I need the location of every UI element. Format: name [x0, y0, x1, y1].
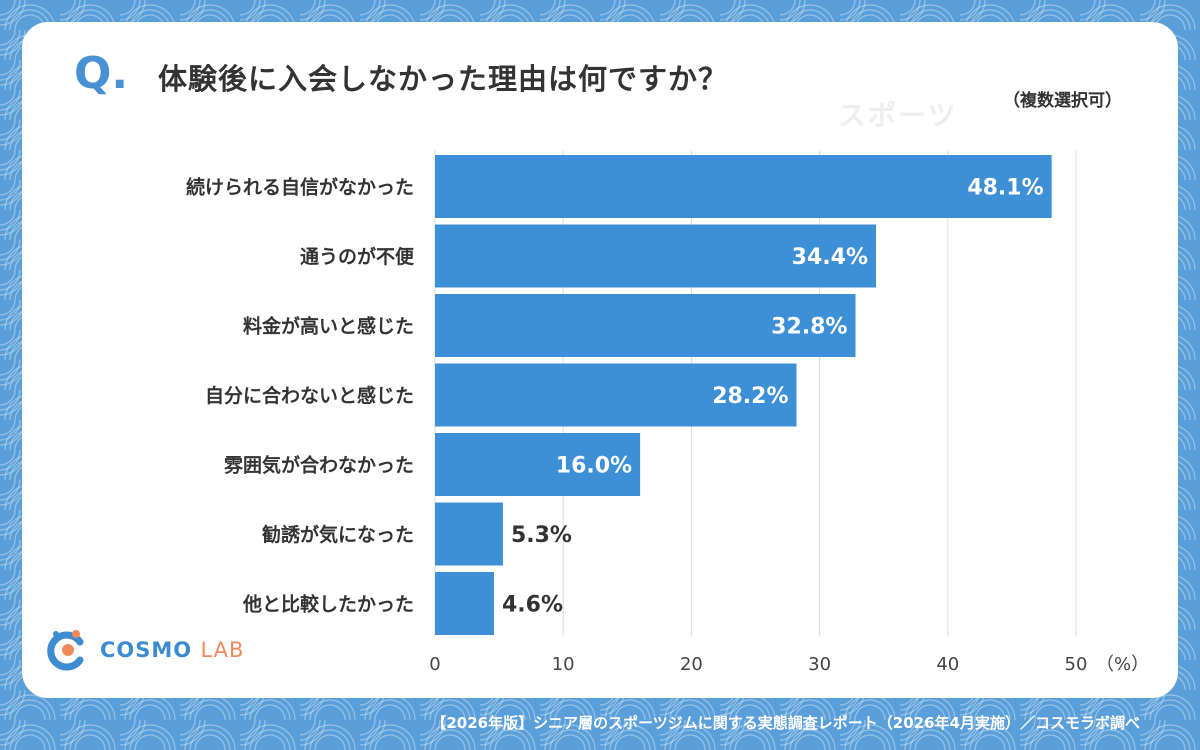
logo-name-main: COSMO	[100, 638, 193, 662]
category-label: 自分に合わないと感じた	[205, 384, 414, 407]
background-watermark: スポーツ	[838, 99, 958, 132]
value-label: 28.2%	[712, 384, 788, 409]
value-label: 34.4%	[792, 245, 868, 270]
category-label: 他と比較したかった	[242, 593, 414, 616]
category-labels: 続けられる自信がなかった通うのが不便料金が高いと感じた自分に合わないと感じた雰囲…	[186, 176, 415, 616]
category-label: 通うのが不便	[300, 245, 415, 268]
category-label: 料金が高いと感じた	[243, 315, 414, 338]
bar	[435, 572, 494, 635]
bar	[435, 294, 856, 357]
bar	[435, 155, 1052, 218]
bar	[435, 433, 641, 496]
bar	[435, 224, 877, 288]
chart-card	[22, 22, 1178, 698]
category-label: 続けられる自信がなかった	[186, 176, 414, 199]
chart-title: 体験後に入会しなかった理由は何ですか？	[158, 62, 729, 96]
x-tick-label: 20	[680, 654, 703, 675]
value-label: 48.1%	[967, 176, 1043, 201]
logo-icon	[47, 630, 84, 671]
bar	[435, 363, 797, 427]
x-tick-label: 30	[808, 654, 831, 675]
x-axis-ticks: 0 10 20 30 40 50 （%）	[429, 654, 1149, 675]
multiple-choice-note: （複数選択可）	[1003, 91, 1122, 111]
bar	[435, 502, 503, 566]
source-footer: 【2026年版】シニア層のスポーツジムに関する実態調査レポート（2026年4月実…	[431, 714, 1140, 732]
x-tick-label: 40	[936, 654, 959, 675]
x-tick-label: 50	[1065, 654, 1088, 675]
value-label: 5.3%	[511, 523, 572, 548]
value-label: 4.6%	[502, 593, 563, 618]
category-label: 勧誘が気になった	[261, 523, 414, 546]
cosmo-lab-logo: COSMO LAB	[46, 628, 244, 672]
x-tick-label: 0	[429, 654, 440, 675]
x-tick-label: 10	[552, 654, 575, 675]
bars	[435, 155, 1052, 635]
x-axis-unit: （%）	[1096, 654, 1149, 675]
logo-name-sub: LAB	[200, 638, 245, 662]
value-label: 16.0%	[556, 454, 632, 479]
question-mark: Q.	[74, 48, 129, 99]
value-label: 32.8%	[771, 315, 847, 340]
value-labels: 48.1% 34.4% 32.8% 28.2% 16.0% 5.3% 4.6%	[502, 176, 1044, 618]
category-label: 雰囲気が合わなかった	[224, 454, 414, 477]
logo-text: COSMO LAB	[100, 638, 244, 662]
